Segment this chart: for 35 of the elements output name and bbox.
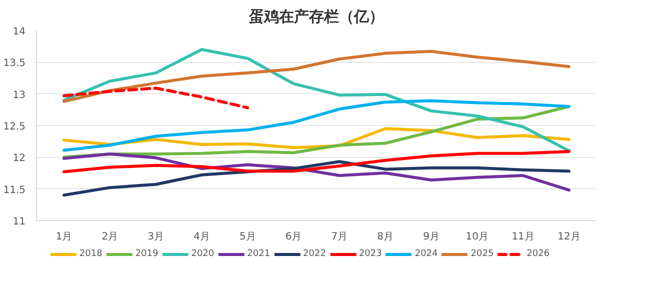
legend-label: 2020 bbox=[191, 249, 214, 259]
x-tick-label: 8月 bbox=[377, 232, 394, 242]
legend-label: 2025 bbox=[470, 249, 494, 259]
line-series bbox=[62, 86, 250, 110]
y-tick-label: 11 bbox=[12, 216, 26, 228]
x-tick-label: 2月 bbox=[102, 232, 118, 242]
x-tick-label: 10月 bbox=[466, 232, 489, 242]
line-series bbox=[62, 160, 570, 197]
y-tick-label: 13 bbox=[12, 90, 26, 101]
line-series bbox=[62, 99, 570, 152]
legend-label: 2018 bbox=[79, 249, 102, 259]
legend-label: 2023 bbox=[358, 249, 382, 259]
x-tick-label: 12月 bbox=[558, 232, 580, 242]
legend-label: 2022 bbox=[303, 249, 326, 259]
legend-label: 2021 bbox=[247, 249, 270, 259]
x-tick-label: 11月 bbox=[512, 232, 534, 242]
legend-label: 2026 bbox=[526, 249, 550, 259]
line-series bbox=[62, 50, 570, 103]
y-tick-label: 11.5 bbox=[3, 184, 26, 196]
y-tick-label: 12.5 bbox=[3, 122, 26, 132]
y-tick-label: 14 bbox=[12, 26, 26, 38]
x-tick-label: 7月 bbox=[331, 232, 348, 242]
x-tick-label: 4月 bbox=[194, 232, 210, 242]
line-series bbox=[62, 48, 570, 152]
x-tick-label: 5月 bbox=[239, 232, 256, 242]
x-tick-label: 3月 bbox=[148, 232, 164, 242]
line-series bbox=[62, 150, 570, 174]
x-tick-label: 6月 bbox=[285, 232, 302, 242]
legend-label: 2024 bbox=[414, 249, 438, 259]
chart-title: 蛋鸡在产存栏（亿） bbox=[248, 8, 384, 26]
y-tick-label: 13.5 bbox=[3, 58, 26, 70]
y-tick-label: 12 bbox=[12, 153, 26, 164]
x-tick-label: 1月 bbox=[56, 232, 72, 242]
legend-label: 2019 bbox=[135, 249, 158, 259]
x-tick-label: 9月 bbox=[423, 232, 440, 242]
